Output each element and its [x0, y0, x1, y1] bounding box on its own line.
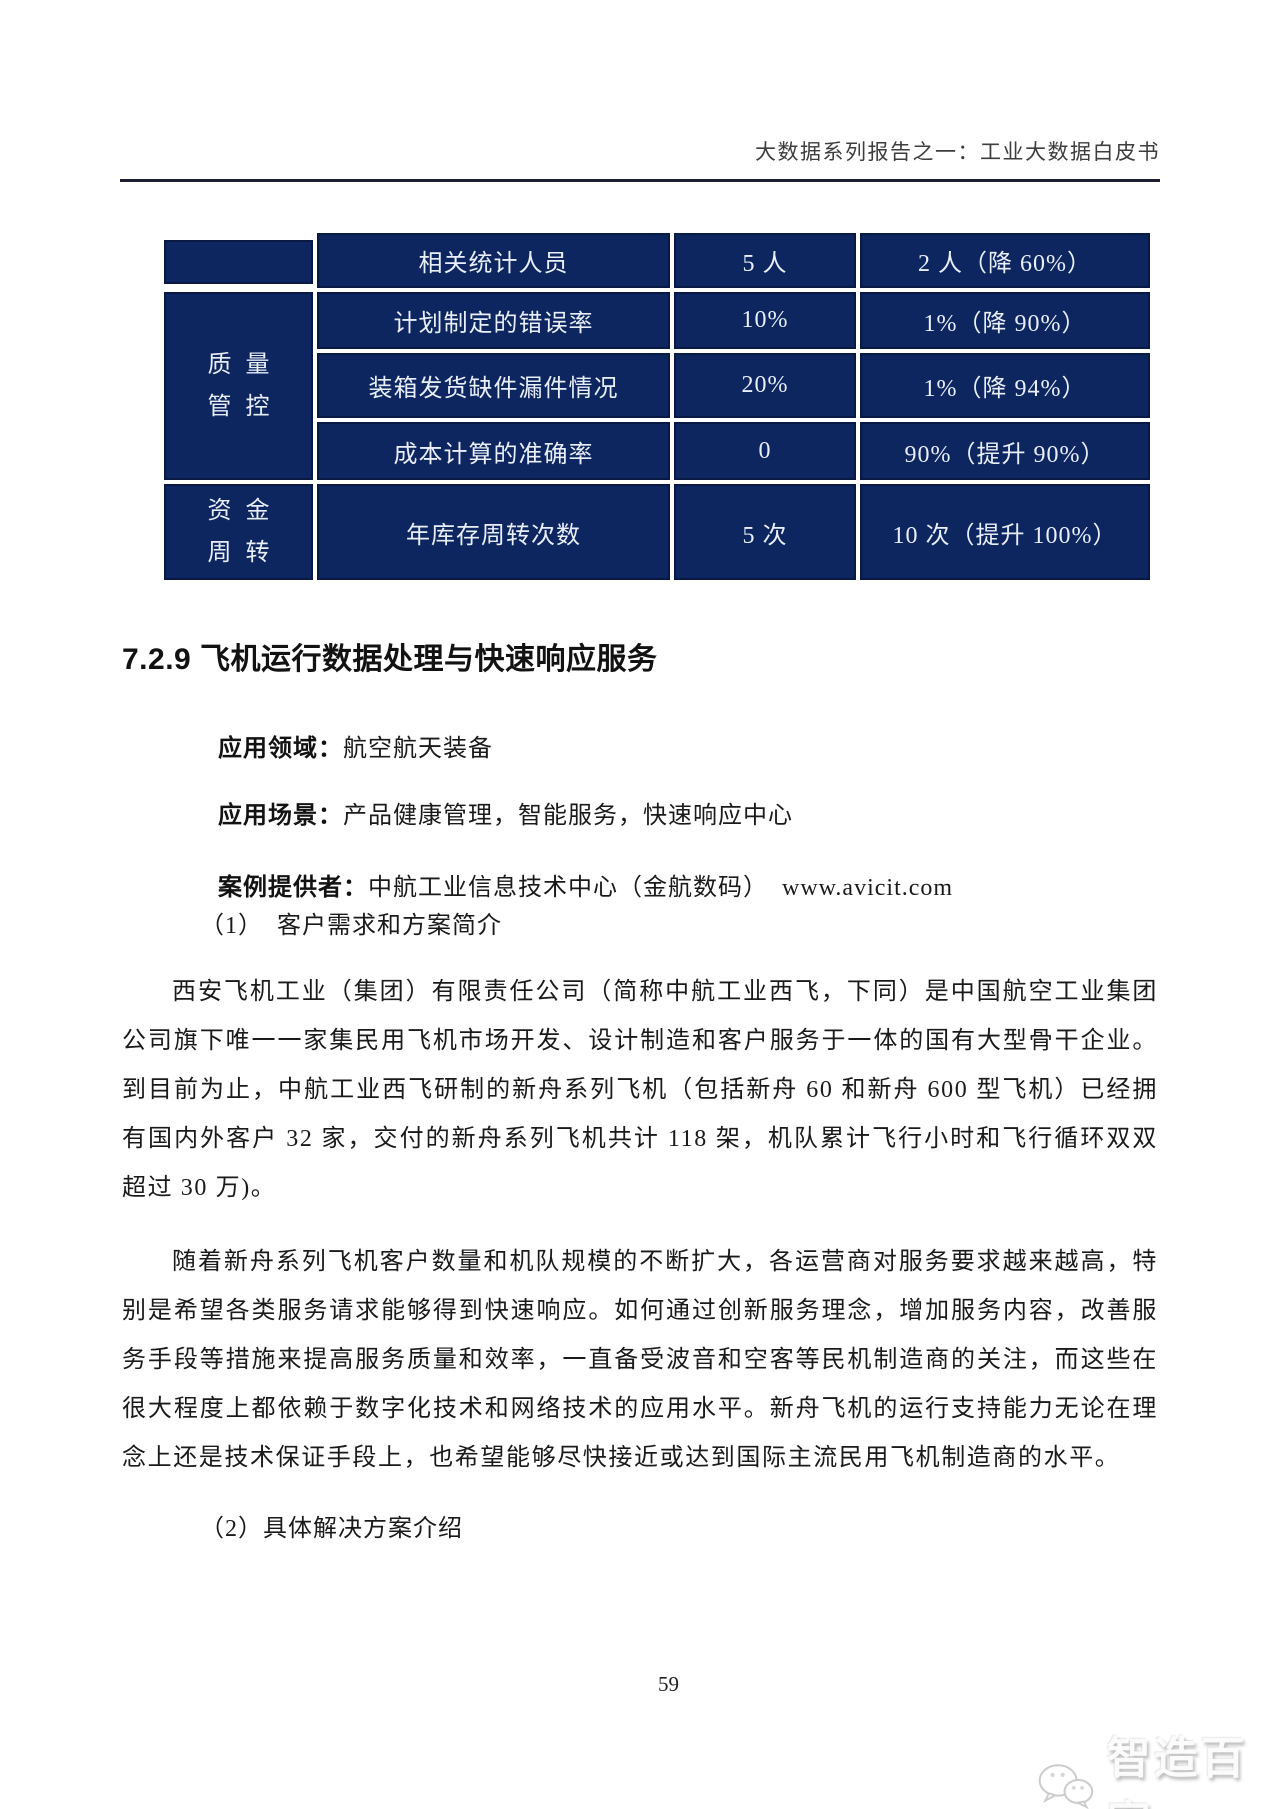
- table-category-quality-control: 质量 管控: [164, 292, 313, 480]
- table-metric-cell: 年库存周转次数: [317, 484, 670, 580]
- table-metric-cell: 计划制定的错误率: [317, 292, 670, 349]
- meta-label: 应用场景：: [218, 802, 343, 829]
- meta-label: 应用领域：: [218, 735, 343, 762]
- table-after-cell: 10 次（提升 100%）: [860, 484, 1150, 580]
- table-before-cell: 5 次: [674, 484, 856, 580]
- list-item-1: （1） 客户需求和方案简介: [200, 913, 502, 939]
- page-number: 59: [658, 1672, 679, 1696]
- table-after-cell: 90%（提升 90%）: [860, 422, 1150, 480]
- table-before-cell: 5 人: [674, 233, 856, 288]
- meta-value: 中航工业信息技术中心（金航数码） www.avicit.com: [368, 875, 954, 901]
- table-before-cell: 20%: [674, 353, 856, 418]
- watermark-text: 智造百家: [1106, 1734, 1248, 1809]
- meta-row-application-field: 应用领域：航空航天装备: [190, 701, 493, 790]
- metrics-table: 质量 管控 资金 周转 相关统计人员 5 人 2 人（降 60%） 计划制定的错…: [164, 233, 1150, 580]
- meta-row-application-scenario: 应用场景：产品健康管理，智能服务，快速响应中心: [190, 768, 793, 857]
- category-line: 管控: [207, 394, 284, 420]
- table-category-capital-turnover: 资金 周转: [164, 484, 313, 580]
- meta-value: 航空航天装备: [343, 736, 493, 762]
- table-metric-cell: 相关统计人员: [317, 233, 670, 288]
- header-rule: [120, 179, 1160, 182]
- table-metric-cell: 成本计算的准确率: [317, 422, 670, 480]
- meta-value: 产品健康管理，智能服务，快速响应中心: [343, 803, 793, 829]
- table-before-cell: 10%: [674, 292, 856, 349]
- paragraph-2: 随着新舟系列飞机客户数量和机队规模的不断扩大，各运营商对服务要求越来越高，特别是…: [122, 1249, 1158, 1471]
- table-corner-cell: [164, 240, 313, 284]
- table-after-cell: 1%（降 90%）: [860, 292, 1150, 349]
- category-line: 资金: [207, 498, 284, 524]
- watermark: 智造百家: [1036, 1722, 1280, 1809]
- section-heading: 7.2.9 飞机运行数据处理与快速响应服务: [122, 643, 658, 676]
- table-before-cell: 0: [674, 422, 856, 480]
- table-after-cell: 1%（降 94%）: [860, 353, 1150, 418]
- wechat-icon: [1038, 1764, 1094, 1809]
- meta-label: 案例提供者：: [218, 874, 368, 901]
- list-item-2: （2）具体解决方案介绍: [200, 1516, 463, 1542]
- category-line: 质量: [207, 352, 284, 378]
- table-after-cell: 2 人（降 60%）: [860, 233, 1150, 288]
- category-line: 周转: [207, 540, 284, 566]
- meta-row-case-provider: 案例提供者：中航工业信息技术中心（金航数码） www.avicit.com: [190, 840, 953, 929]
- paragraph-1: 西安飞机工业（集团）有限责任公司（简称中航工业西飞，下同）是中国航空工业集团公司…: [122, 979, 1158, 1201]
- table-metric-cell: 装箱发货缺件漏件情况: [317, 353, 670, 418]
- running-header-title: 大数据系列报告之一：工业大数据白皮书: [755, 140, 1160, 164]
